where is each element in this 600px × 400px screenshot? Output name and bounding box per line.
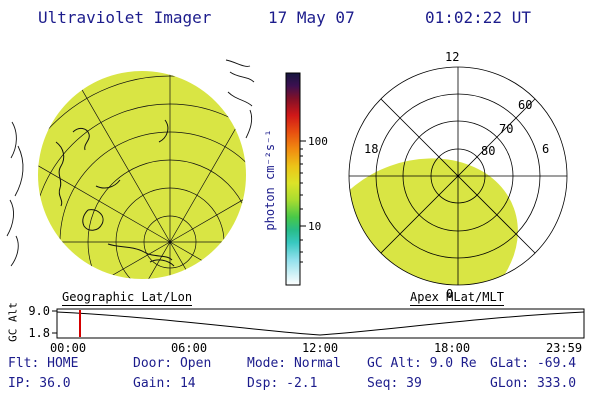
status-glon: GLon: 333.0 <box>490 376 577 391</box>
app-title: Ultraviolet Imager <box>38 8 212 27</box>
timeline-tick-2359: 23:59 <box>545 341 583 355</box>
right-plot-caption: Apex MLat/MLT <box>410 290 504 306</box>
header-date: 17 May 07 <box>268 8 355 27</box>
status-gcalt: GC Alt: 9.0 Re <box>367 356 477 371</box>
colorbar-units-label: photon cm⁻²s⁻¹ <box>263 129 277 231</box>
status-flt: Flt: HOME <box>8 356 79 371</box>
mlat-ring-60: 60 <box>518 98 533 112</box>
geographic-image <box>6 59 255 279</box>
status-mode: Mode: Normal <box>247 356 341 371</box>
mlt-label-18: 18 <box>364 142 379 156</box>
header-time: 01:02:22 UT <box>425 8 531 27</box>
left-plot-caption: Geographic Lat/Lon <box>62 290 193 306</box>
status-gain: Gain: 14 <box>133 376 196 391</box>
status-glat: GLat: -69.4 <box>490 356 577 371</box>
gc-alt-curve <box>56 311 585 336</box>
apex-polar-plot <box>348 66 568 286</box>
colorbar-tick-100: 100 <box>308 135 328 148</box>
mlt-label-0: 0 <box>446 287 454 301</box>
timeline-tick-1200: 12:00 <box>301 341 339 355</box>
timeline-tick-0000: 00:00 <box>49 341 87 355</box>
timeline-ymin: 1.8 <box>28 326 50 340</box>
status-ip: IP: 36.0 <box>8 376 71 391</box>
status-door: Door: Open <box>133 356 212 371</box>
auroral-blob <box>349 158 518 285</box>
mlt-label-12: 12 <box>445 50 460 64</box>
colorbar <box>285 72 306 286</box>
timeline-strip <box>52 308 585 339</box>
map-fragments <box>6 59 255 267</box>
timeline-tick-1800: 18:00 <box>433 341 471 355</box>
mlat-ring-70: 70 <box>499 122 514 136</box>
timeline-ymax: 9.0 <box>28 304 50 318</box>
timeline-ylabel: GC Alt <box>6 302 20 342</box>
timeline-tick-0600: 06:00 <box>170 341 208 355</box>
coastline <box>55 119 175 267</box>
status-dsp: Dsp: -2.1 <box>247 376 318 391</box>
mlt-label-6: 6 <box>542 142 550 156</box>
colorbar-tick-10: 10 <box>308 220 322 233</box>
status-seq: Seq: 39 <box>367 376 422 391</box>
mlat-ring-80: 80 <box>481 144 496 158</box>
